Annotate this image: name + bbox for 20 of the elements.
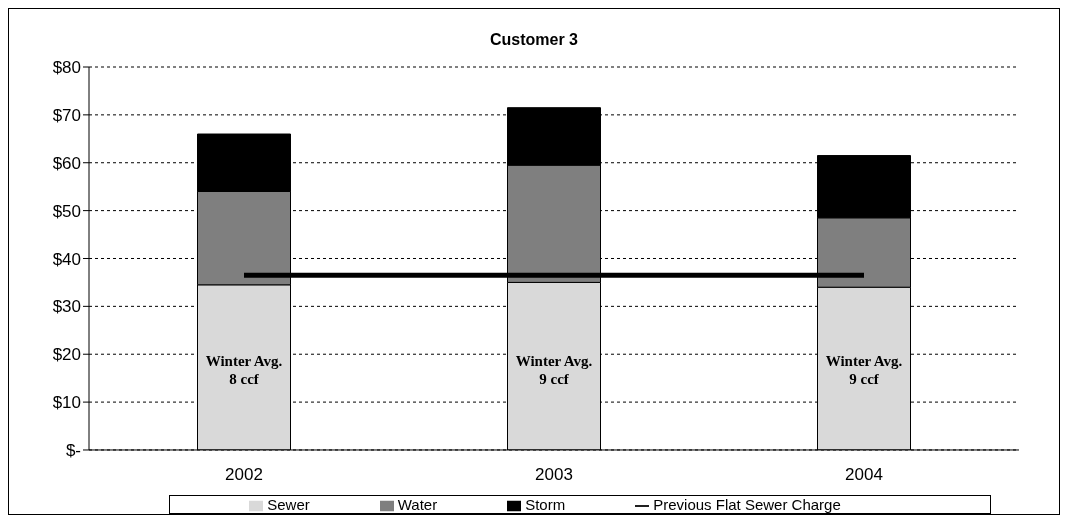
legend-label: Storm [525, 495, 566, 513]
annotation: Winter Avg. 9 ccf [825, 352, 903, 387]
legend-label: Sewer [267, 495, 310, 513]
annotation: Winter Avg. 8 ccf [205, 352, 283, 387]
y-tick-label: $10 [52, 393, 81, 413]
y-tick-label: $20 [52, 345, 81, 365]
y-tick-label: $50 [52, 201, 81, 221]
y-tick-label: $80 [52, 58, 81, 78]
annotation: Winter Avg. 9 ccf [515, 352, 593, 387]
legend-label: Previous Flat Sewer Charge [653, 495, 841, 513]
legend-label: Water [397, 495, 438, 513]
x-tick-label: 2004 [845, 465, 883, 485]
y-tick-label: $30 [52, 297, 81, 317]
x-tick-label: 2003 [535, 465, 573, 485]
chart-title: Customer 3 [489, 30, 579, 50]
y-tick-label: $40 [52, 249, 81, 269]
x-tick-label: 2002 [225, 465, 263, 485]
y-tick-label: $- [65, 441, 81, 460]
y-tick-label: $70 [52, 105, 81, 125]
y-tick-label: $60 [52, 153, 81, 173]
